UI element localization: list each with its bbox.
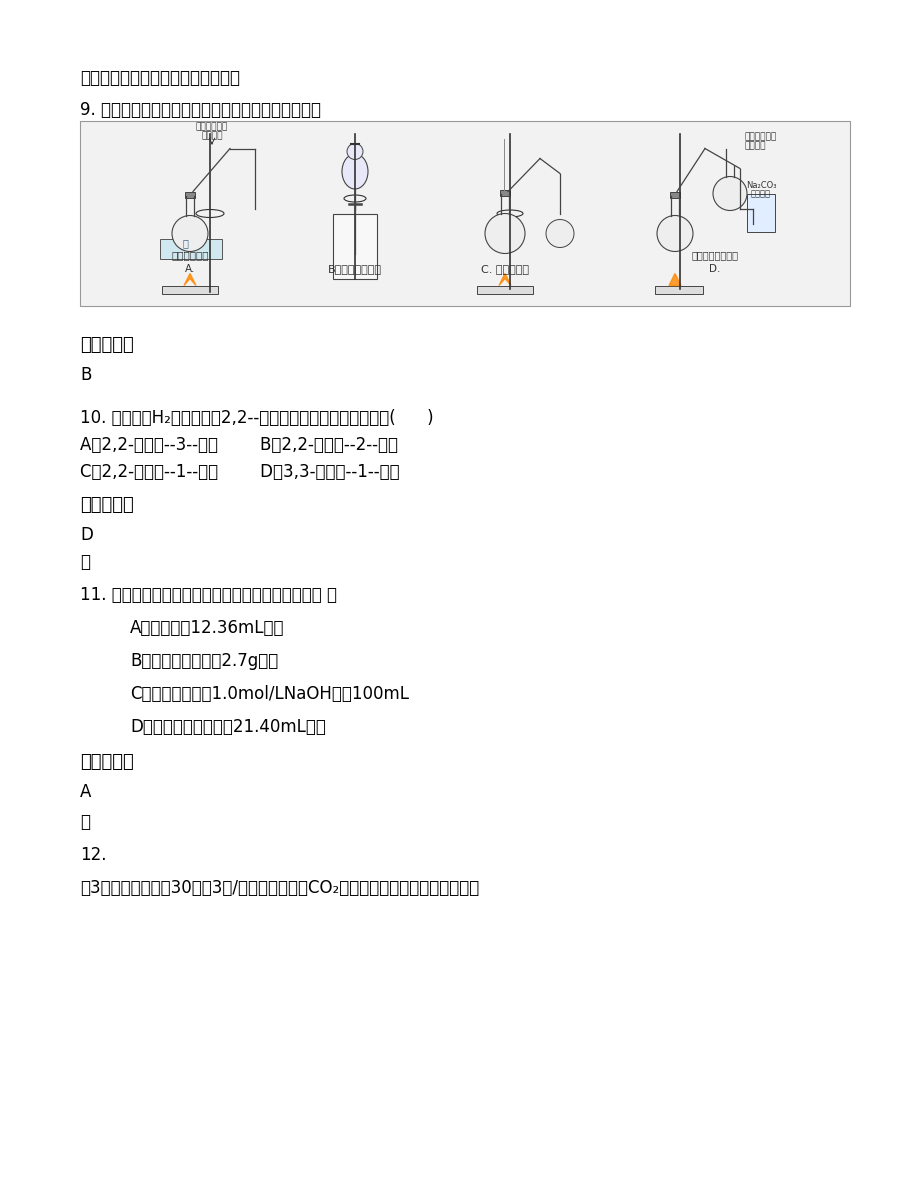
Text: 酒精、液硫酸: 酒精、液硫酸 xyxy=(196,123,228,131)
Text: 核电荷数＝核外电子数＝原子序数。: 核电荷数＝核外电子数＝原子序数。 xyxy=(80,69,240,87)
FancyBboxPatch shape xyxy=(80,121,849,306)
Bar xyxy=(476,286,532,293)
Bar xyxy=(160,238,221,258)
Bar xyxy=(746,193,774,231)
Text: A．2,2-二甲基--3--丁烯        B．2,2-二甲基--2--丁烯: A．2,2-二甲基--3--丁烯 B．2,2-二甲基--2--丁烯 xyxy=(80,436,398,454)
Text: 略: 略 xyxy=(80,553,90,570)
Polygon shape xyxy=(184,274,196,286)
Bar xyxy=(654,286,702,293)
Text: A: A xyxy=(80,782,91,802)
Text: 9. 下图中所示的实验方法、装置或操作完全正确的是: 9. 下图中所示的实验方法、装置或操作完全正确的是 xyxy=(80,101,321,119)
Circle shape xyxy=(484,213,525,254)
Text: 实验室制乙烯: 实验室制乙烯 xyxy=(171,250,209,260)
Text: 参考答案：: 参考答案： xyxy=(80,753,133,771)
Circle shape xyxy=(172,216,208,251)
Text: C．2,2-二甲基--1--丁烯        D．3,3-二甲基--1--丁烯: C．2,2-二甲基--1--丁烯 D．3,3-二甲基--1--丁烯 xyxy=(80,463,399,481)
Bar xyxy=(162,286,218,293)
Polygon shape xyxy=(668,274,680,286)
Text: C．用容量瓶配制1.0mol/LNaOH溶液100mL: C．用容量瓶配制1.0mol/LNaOH溶液100mL xyxy=(130,685,409,703)
Text: 参考答案：: 参考答案： xyxy=(80,495,133,515)
Bar xyxy=(499,189,509,195)
Text: B、分离苯酚和水: B、分离苯酚和水 xyxy=(328,264,381,274)
Text: 乙酸、冰醋酸: 乙酸、冰醋酸 xyxy=(744,132,777,142)
Text: D．用酸式滴定管量取21.40mL盐酸: D．用酸式滴定管量取21.40mL盐酸 xyxy=(130,718,325,736)
Text: B: B xyxy=(80,366,91,384)
Text: 10. 某烯烃与H₂加成后得到2,2--二甲基丁烷，该烯烃的名称是(      ): 10. 某烯烃与H₂加成后得到2,2--二甲基丁烷，该烯烃的名称是( ) xyxy=(80,409,433,428)
Text: A.: A. xyxy=(185,264,195,274)
Text: 和浓硫酸: 和浓硫酸 xyxy=(744,142,766,150)
Text: Na₂CO₃: Na₂CO₃ xyxy=(745,181,776,189)
Text: 实验室制乙酸乙酯: 实验室制乙酸乙酯 xyxy=(691,250,738,260)
Bar xyxy=(333,213,377,279)
Text: A．用量筒取12.36mL盐酸: A．用量筒取12.36mL盐酸 xyxy=(130,619,284,637)
Bar xyxy=(185,192,195,198)
Text: D: D xyxy=(80,526,93,544)
Circle shape xyxy=(545,219,573,248)
Text: 水: 水 xyxy=(182,238,187,249)
Text: 用3克块状大理石与30毫升3摩/升盐酸反应制取CO₂气体，若要增大反应速率，可采: 用3克块状大理石与30毫升3摩/升盐酸反应制取CO₂气体，若要增大反应速率，可采 xyxy=(80,879,479,897)
Text: 参考答案：: 参考答案： xyxy=(80,336,133,354)
Circle shape xyxy=(712,176,746,211)
Bar xyxy=(669,192,679,198)
Ellipse shape xyxy=(342,154,368,189)
Text: B．用托盘天平称取2.7g食盐: B．用托盘天平称取2.7g食盐 xyxy=(130,651,278,671)
Polygon shape xyxy=(498,274,510,286)
Text: 饱和溶液: 饱和溶液 xyxy=(750,189,770,199)
Text: D.: D. xyxy=(709,264,720,274)
Circle shape xyxy=(656,216,692,251)
Text: 11. 在实验室做下列实验时，不可能测出的数据是（ ）: 11. 在实验室做下列实验时，不可能测出的数据是（ ） xyxy=(80,586,336,604)
Text: 和锌粒片: 和锌粒片 xyxy=(201,131,222,141)
Circle shape xyxy=(346,143,363,160)
Text: C. 石油的蒸馏: C. 石油的蒸馏 xyxy=(481,264,528,274)
Text: 12.: 12. xyxy=(80,846,107,863)
Text: 略: 略 xyxy=(80,813,90,831)
